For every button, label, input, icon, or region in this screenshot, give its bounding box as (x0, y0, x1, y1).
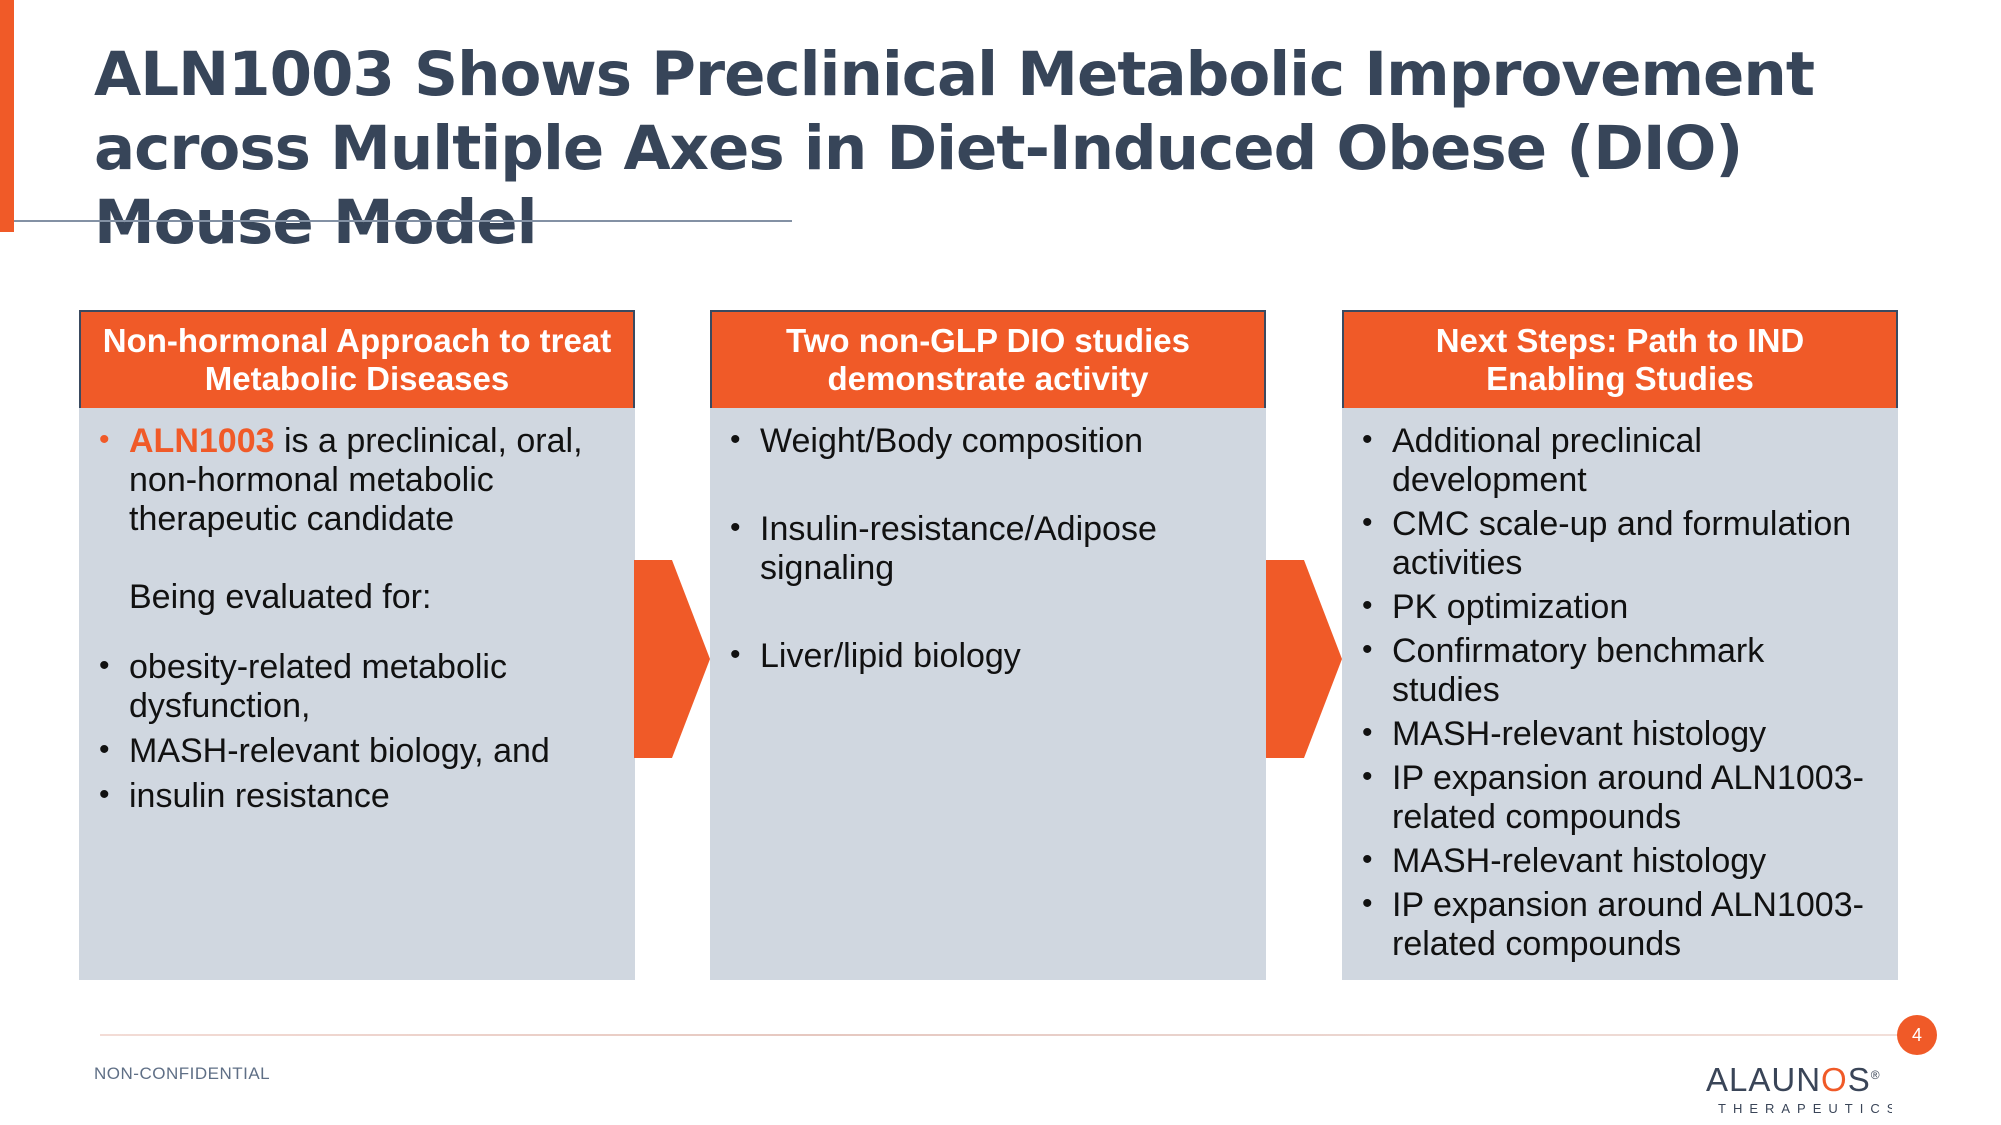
column-body: • Weight/Body composition • Insulin-resi… (710, 408, 1266, 980)
list-item: • insulin resistance (99, 777, 615, 816)
page-number-badge: 4 (1897, 1015, 1937, 1055)
classification-label: NON-CONFIDENTIAL (94, 1064, 271, 1083)
list-item: • ALN1003 is a preclinical, oral, non-ho… (99, 422, 615, 539)
column-next-steps: Next Steps: Path to IND Enabling Studies… (1342, 310, 1898, 980)
column-header: Next Steps: Path to IND Enabling Studies (1342, 310, 1898, 408)
list-item: • Insulin-resistance/Adipose signaling (730, 510, 1246, 588)
left-accent-bar (0, 0, 14, 232)
bullet-icon: • (1362, 716, 1373, 749)
bullet-icon: • (730, 423, 741, 456)
list-item-text: Weight/Body composition (760, 422, 1144, 460)
title-divider (14, 220, 792, 222)
list-item: • CMC scale-up and formulation activitie… (1362, 505, 1878, 583)
company-logo: ALAUNOS® THERAPEUTICS (1706, 1055, 1892, 1125)
list-item-text: Additional preclinical development (1392, 422, 1702, 499)
bullet-icon: • (730, 511, 741, 544)
list-item-text: insulin resistance (129, 777, 390, 815)
list-item: • IP expansion around ALN1003-related co… (1362, 886, 1878, 964)
list-item: • Weight/Body composition (730, 422, 1246, 461)
footer-divider (100, 1034, 1900, 1036)
bullet-icon: • (730, 638, 741, 671)
list-item-text: MASH-relevant histology (1392, 715, 1767, 753)
list-item: • obesity-related metabolic dysfunction, (99, 648, 615, 726)
list-item-text: obesity-related metabolic dysfunction, (129, 648, 507, 725)
list-item-text: Liver/lipid biology (760, 637, 1021, 675)
list-item-text: Insulin-resistance/Adipose signaling (760, 510, 1157, 587)
logo-accent-letter: O (1821, 1061, 1848, 1098)
column-header: Two non-GLP DIO studies demonstrate acti… (710, 310, 1266, 408)
bullet-icon: • (99, 778, 110, 811)
list-item: • IP expansion around ALN1003-related co… (1362, 759, 1878, 837)
list-item: • Additional preclinical development (1362, 422, 1878, 500)
bullet-icon: • (1362, 423, 1373, 456)
column-dio-studies: Two non-GLP DIO studies demonstrate acti… (710, 310, 1266, 980)
bullet-icon: • (1362, 633, 1373, 666)
chevron-right-icon (634, 560, 710, 758)
bullet-icon: • (99, 733, 110, 766)
bullet-icon: • (1362, 506, 1373, 539)
bullet-icon: • (99, 649, 110, 682)
column-approach: Non-hormonal Approach to treat Metabolic… (79, 310, 635, 980)
bullet-icon: • (1362, 887, 1373, 920)
registered-mark: ® (1870, 1068, 1881, 1082)
list-item-text: PK optimization (1392, 588, 1629, 626)
bullet-icon: • (1362, 843, 1373, 876)
list-item-text: CMC scale-up and formulation activities (1392, 505, 1852, 582)
list-item-text: IP expansion around ALN1003-related comp… (1392, 759, 1864, 836)
list-item: • MASH-relevant histology (1362, 842, 1878, 881)
column-body: • Additional preclinical development • C… (1342, 408, 1898, 980)
logo-subtitle: THERAPEUTICS (1718, 1101, 1892, 1116)
list-item-text: MASH-relevant biology, and (129, 732, 550, 770)
list-item: • Liver/lipid biology (730, 637, 1246, 676)
candidate-description: is a preclinical, oral, non-hormonal met… (129, 422, 583, 538)
logo-text: S (1847, 1061, 1871, 1098)
column-header: Non-hormonal Approach to treat Metabolic… (79, 310, 635, 408)
candidate-name: ALN1003 (129, 422, 275, 460)
list-item: • Confirmatory benchmark studies (1362, 632, 1878, 710)
bullet-icon: • (1362, 589, 1373, 622)
list-item: • MASH-relevant biology, and (99, 732, 615, 771)
list-item-text: Confirmatory benchmark studies (1392, 632, 1765, 709)
list-item: • MASH-relevant histology (1362, 715, 1878, 754)
bullet-icon: • (99, 423, 110, 456)
evaluated-label: Being evaluated for: (129, 578, 432, 616)
list-item-text: IP expansion around ALN1003-related comp… (1392, 886, 1864, 963)
slide-title: ALN1003 Shows Preclinical Metabolic Impr… (94, 39, 1815, 258)
list-item: • PK optimization (1362, 588, 1878, 627)
list-item-text: MASH-relevant histology (1392, 842, 1767, 880)
logo-text: ALAUN (1706, 1061, 1822, 1098)
chevron-right-icon (1266, 560, 1342, 758)
column-body: • ALN1003 is a preclinical, oral, non-ho… (79, 408, 635, 980)
bullet-icon: • (1362, 760, 1373, 793)
